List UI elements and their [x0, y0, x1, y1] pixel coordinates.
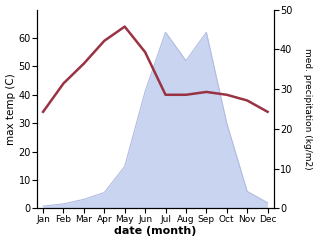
Y-axis label: max temp (C): max temp (C): [5, 73, 16, 145]
X-axis label: date (month): date (month): [114, 227, 197, 236]
Y-axis label: med. precipitation (kg/m2): med. precipitation (kg/m2): [303, 48, 313, 170]
